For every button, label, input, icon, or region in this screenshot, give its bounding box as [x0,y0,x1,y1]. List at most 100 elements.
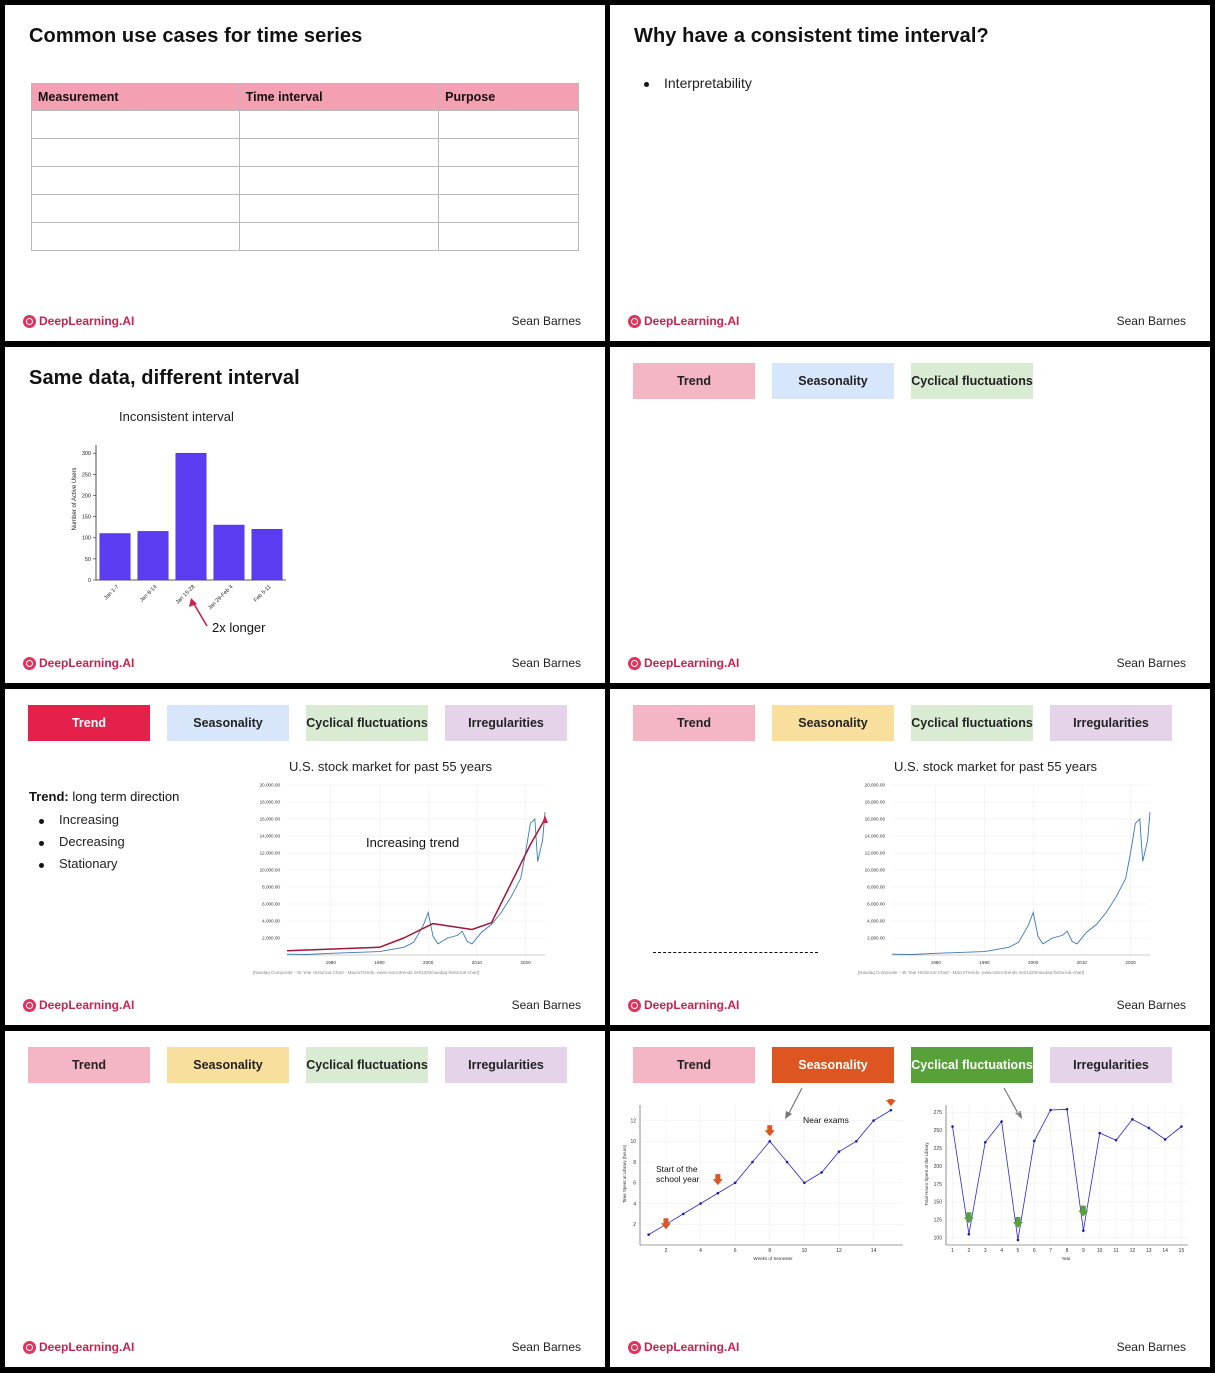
y-tick-label: 16,000.00 [865,817,886,822]
tag-seasonality: Seasonality [167,1047,289,1083]
table-cell [31,222,240,251]
deeplearning-logo: DeepLearning.AI [628,314,739,328]
x-tick-label: 12 [836,1248,842,1254]
y-tick-label: 50 [85,557,91,563]
y-tick-label: 200 [934,1164,943,1170]
bar [99,533,131,581]
bullet-list: Interpretability [639,75,752,98]
y-tick-label: 4,000.00 [262,919,280,924]
data-point [967,1232,971,1236]
pointer-arrow-icon [785,1087,803,1119]
data-point [1098,1131,1102,1135]
data-point [681,1212,685,1216]
bar [137,531,169,581]
logo-icon [23,998,36,1012]
logo-icon [628,998,641,1012]
header-purpose: Purpose [438,83,579,111]
x-tick-label: Feb 5-11 [253,584,273,604]
x-tick-label: 2010 [1077,960,1088,965]
logo-text: DeepLearning.AI [644,314,740,328]
slide-components-blank: Trend Seasonality Cyclical fluctuations … [5,1031,605,1367]
table-cell [438,110,579,139]
data-point [733,1181,737,1185]
marker-arrow-icon [1012,1216,1023,1228]
y-tick-label: 125 [934,1218,943,1224]
data-point [837,1150,841,1153]
y-tick-label: 2,000.00 [867,936,885,941]
y-tick-label: 12,000.00 [865,851,886,856]
author-name: Sean Barnes [511,656,581,670]
marker-arrow-icon [1078,1205,1089,1217]
table-cell [31,110,240,139]
annotation-line: Start of the [656,1164,698,1174]
y-tick-label: 2 [633,1222,636,1228]
deeplearning-logo: DeepLearning.AI [23,314,134,328]
tag-trend: Trend [633,705,755,741]
y-tick-label: 6,000.00 [262,902,280,907]
interval-annotation: 2x longer [212,620,266,635]
table-cell [31,166,240,195]
y-tick-label: 8 [633,1160,636,1166]
data-point [1049,1108,1052,1112]
x-tick-label: 12 [1130,1248,1136,1254]
slide-trend: Trend Seasonality Cyclical fluctuations … [5,689,605,1025]
data-point [716,1191,720,1195]
table-cell [438,138,579,167]
author-name: Sean Barnes [1116,1340,1186,1354]
table-cell [238,222,440,251]
logo-text: DeepLearning.AI [39,998,135,1012]
data-point [1131,1118,1134,1121]
x-tick-label: 4 [699,1248,702,1254]
data-point [1016,1238,1020,1242]
deeplearning-logo: DeepLearning.AI [23,656,134,670]
x-tick-label: 6 [1033,1248,1036,1254]
x-tick-label: 1980 [931,960,942,965]
data-point [751,1160,754,1164]
data-point [785,1160,789,1164]
y-tick-label: 18,000.00 [260,800,281,805]
y-tick-label: 14,000.00 [260,834,281,839]
chart-source: [Nasdaq Composite - 45 Year Historical C… [858,970,1084,975]
arrow-up-icon [189,598,208,627]
y-tick-label: 0 [88,578,91,584]
bar [213,524,245,581]
x-tick-label: 1990 [374,960,385,965]
x-tick-label: 6 [734,1248,737,1254]
x-tick-label: 10 [802,1248,808,1254]
table-cell [238,166,440,195]
slide-title: Why have a consistent time interval? [634,25,989,47]
logo-icon [628,314,641,328]
y-axis-label: Time Spent at Library (hours) [622,1144,627,1203]
y-tick-label: 175 [934,1182,943,1188]
chart-title: U.S. stock market for past 55 years [289,759,493,774]
x-tick-label: 2020 [1125,960,1136,965]
y-tick-label: 4,000.00 [867,919,885,924]
y-tick-label: 150 [82,515,91,521]
x-tick-label: 15 [1179,1248,1185,1254]
x-tick-label: 2010 [472,960,483,965]
data-point [1000,1120,1003,1123]
tag-irregularities: Irregularities [1050,1047,1172,1083]
marker-arrow-icon [712,1174,723,1186]
data-point [820,1171,823,1174]
deeplearning-logo: DeepLearning.AI [628,1340,739,1354]
header-measurement: Measurement [31,83,240,111]
logo-text: DeepLearning.AI [39,314,135,328]
tag-seasonality: Seasonality [167,705,289,741]
table-cell [438,194,579,223]
y-tick-label: 225 [934,1146,943,1152]
chart-title: Inconsistent interval [119,409,234,424]
data-point [1032,1139,1036,1143]
logo-text: DeepLearning.AI [644,998,740,1012]
x-tick-label: Jan 1-7 [103,584,120,601]
author-name: Sean Barnes [1116,656,1186,670]
y-tick-label: 12 [630,1118,636,1124]
x-tick-label: 2020 [520,960,531,965]
y-axis-label: Total Hours Spent at the Library [924,1142,929,1206]
table-cell [31,138,240,167]
y-tick-label: 20,000.00 [865,783,886,788]
logo-icon [23,314,36,328]
logo-text: DeepLearning.AI [39,1340,135,1354]
